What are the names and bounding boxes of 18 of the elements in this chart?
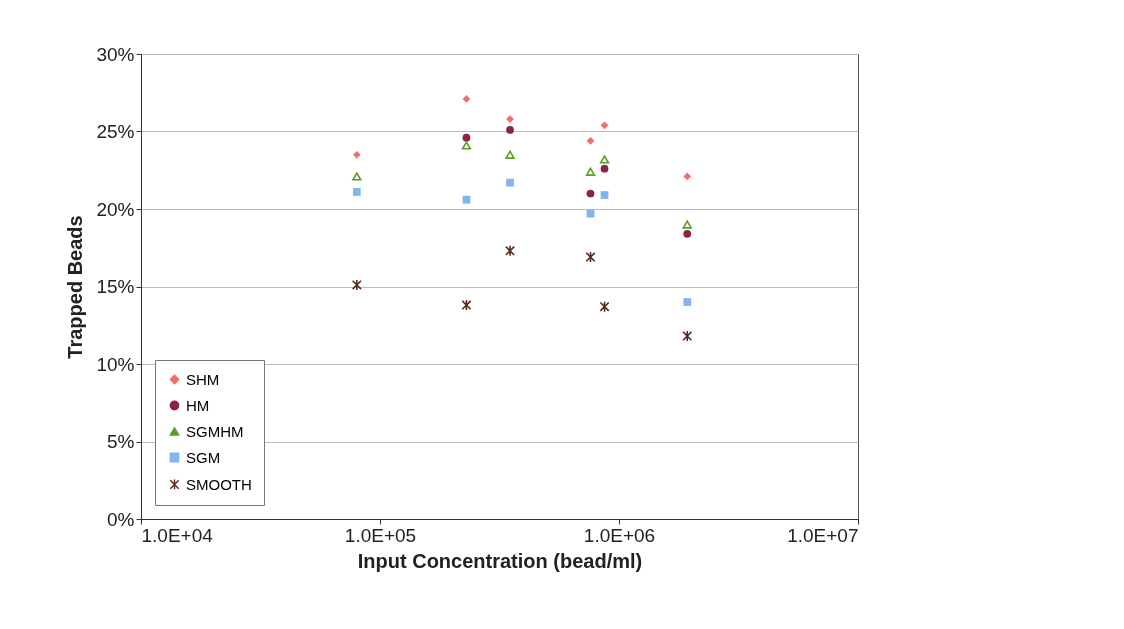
x-axis-title: Input Concentration (bead/ml) [357, 549, 643, 572]
x-tick-label: 1.0E+07 [787, 524, 859, 546]
y-tick-label: 25% [96, 121, 135, 142]
legend-label: HM [186, 396, 210, 414]
y-tick-label: 10% [96, 353, 135, 375]
y-tick-label: 20% [96, 198, 135, 220]
y-tick-label: 30% [96, 43, 135, 65]
y-tick-label: 0% [107, 508, 135, 530]
legend-label: SMOOTH [186, 475, 252, 493]
x-tick-label: 1.0E+04 [141, 524, 214, 546]
legend-label: SHM [186, 370, 220, 388]
y-axis-title: Trapped Beads [64, 215, 87, 359]
legend-label: SGM [186, 448, 221, 466]
x-tick-label: 1.0E+05 [344, 524, 417, 546]
y-tick-label: 15% [96, 276, 135, 297]
legend-label: SGMHM [186, 422, 244, 440]
x-tick-label: 1.0E+06 [583, 524, 656, 546]
y-tick-label: 5% [107, 431, 135, 452]
